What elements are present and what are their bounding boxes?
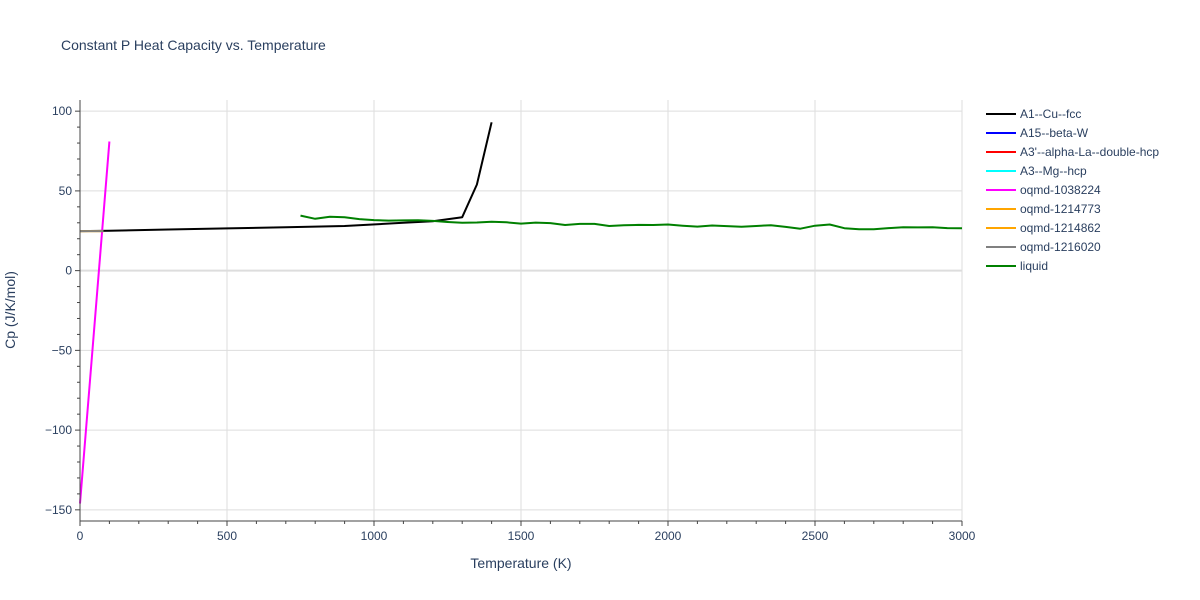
legend-item-a3-mg-hcp[interactable]: A3--Mg--hcp — [986, 164, 1087, 178]
x-tick-label: 1000 — [361, 529, 388, 543]
legend-label: oqmd-1216020 — [1020, 240, 1101, 254]
legend-label: oqmd-1038224 — [1020, 183, 1101, 197]
x-axis-ticks: 0 500 1000 1500 2000 2500 3000 — [77, 521, 976, 543]
series-line-a1-cu-fcc — [79, 122, 493, 233]
x-axis-title: Temperature (K) — [470, 555, 571, 571]
legend-item-oqmd-1216020[interactable]: oqmd-1216020 — [986, 240, 1101, 254]
y-tick-label: 0 — [65, 264, 72, 278]
y-tick-label: −150 — [45, 503, 72, 517]
y-tick-label: −100 — [45, 423, 72, 437]
y-tick-label: 100 — [52, 104, 72, 118]
legend-item-a3-alpha-la-double-hcp[interactable]: A3'--alpha-La--double-hcp — [986, 145, 1159, 159]
legend-label: A1--Cu--fcc — [1020, 107, 1081, 121]
chart-title: Constant P Heat Capacity vs. Temperature — [61, 37, 326, 53]
legend-label: A15--beta-W — [1020, 126, 1089, 140]
legend-item-a1-cu-fcc[interactable]: A1--Cu--fcc — [986, 107, 1081, 121]
x-tick-label: 3000 — [949, 529, 976, 543]
legend-item-oqmd-1214862[interactable]: oqmd-1214862 — [986, 221, 1101, 235]
series-line-liquid — [300, 214, 963, 231]
y-axis-ticks: −150 −100 −50 0 50 100 — [45, 104, 80, 517]
x-tick-label: 1500 — [508, 529, 535, 543]
legend-item-a15-beta-w[interactable]: A15--beta-W — [986, 126, 1089, 140]
y-tick-label: −50 — [52, 343, 73, 357]
x-tick-label: 2000 — [655, 529, 682, 543]
legend-label: oqmd-1214862 — [1020, 221, 1101, 235]
x-tick-label: 0 — [77, 529, 84, 543]
plot-area — [79, 122, 963, 504]
legend-label: A3'--alpha-La--double-hcp — [1020, 145, 1159, 159]
legend-label: A3--Mg--hcp — [1020, 164, 1087, 178]
legend-label: oqmd-1214773 — [1020, 202, 1101, 216]
legend-label: liquid — [1020, 259, 1048, 273]
legend-item-liquid[interactable]: liquid — [986, 259, 1048, 273]
legend[interactable]: A1--Cu--fcc A15--beta-W A3'--alpha-La--dou… — [986, 107, 1159, 273]
legend-item-oqmd-1038224[interactable]: oqmd-1038224 — [986, 183, 1101, 197]
y-tick-label: 50 — [59, 184, 73, 198]
x-tick-label: 500 — [217, 529, 237, 543]
legend-item-oqmd-1214773[interactable]: oqmd-1214773 — [986, 202, 1101, 216]
series-line-oqmd-1038224 — [79, 141, 111, 504]
x-tick-label: 2500 — [802, 529, 829, 543]
grid — [80, 100, 963, 521]
y-axis-title: Cp (J/K/mol) — [2, 271, 18, 349]
